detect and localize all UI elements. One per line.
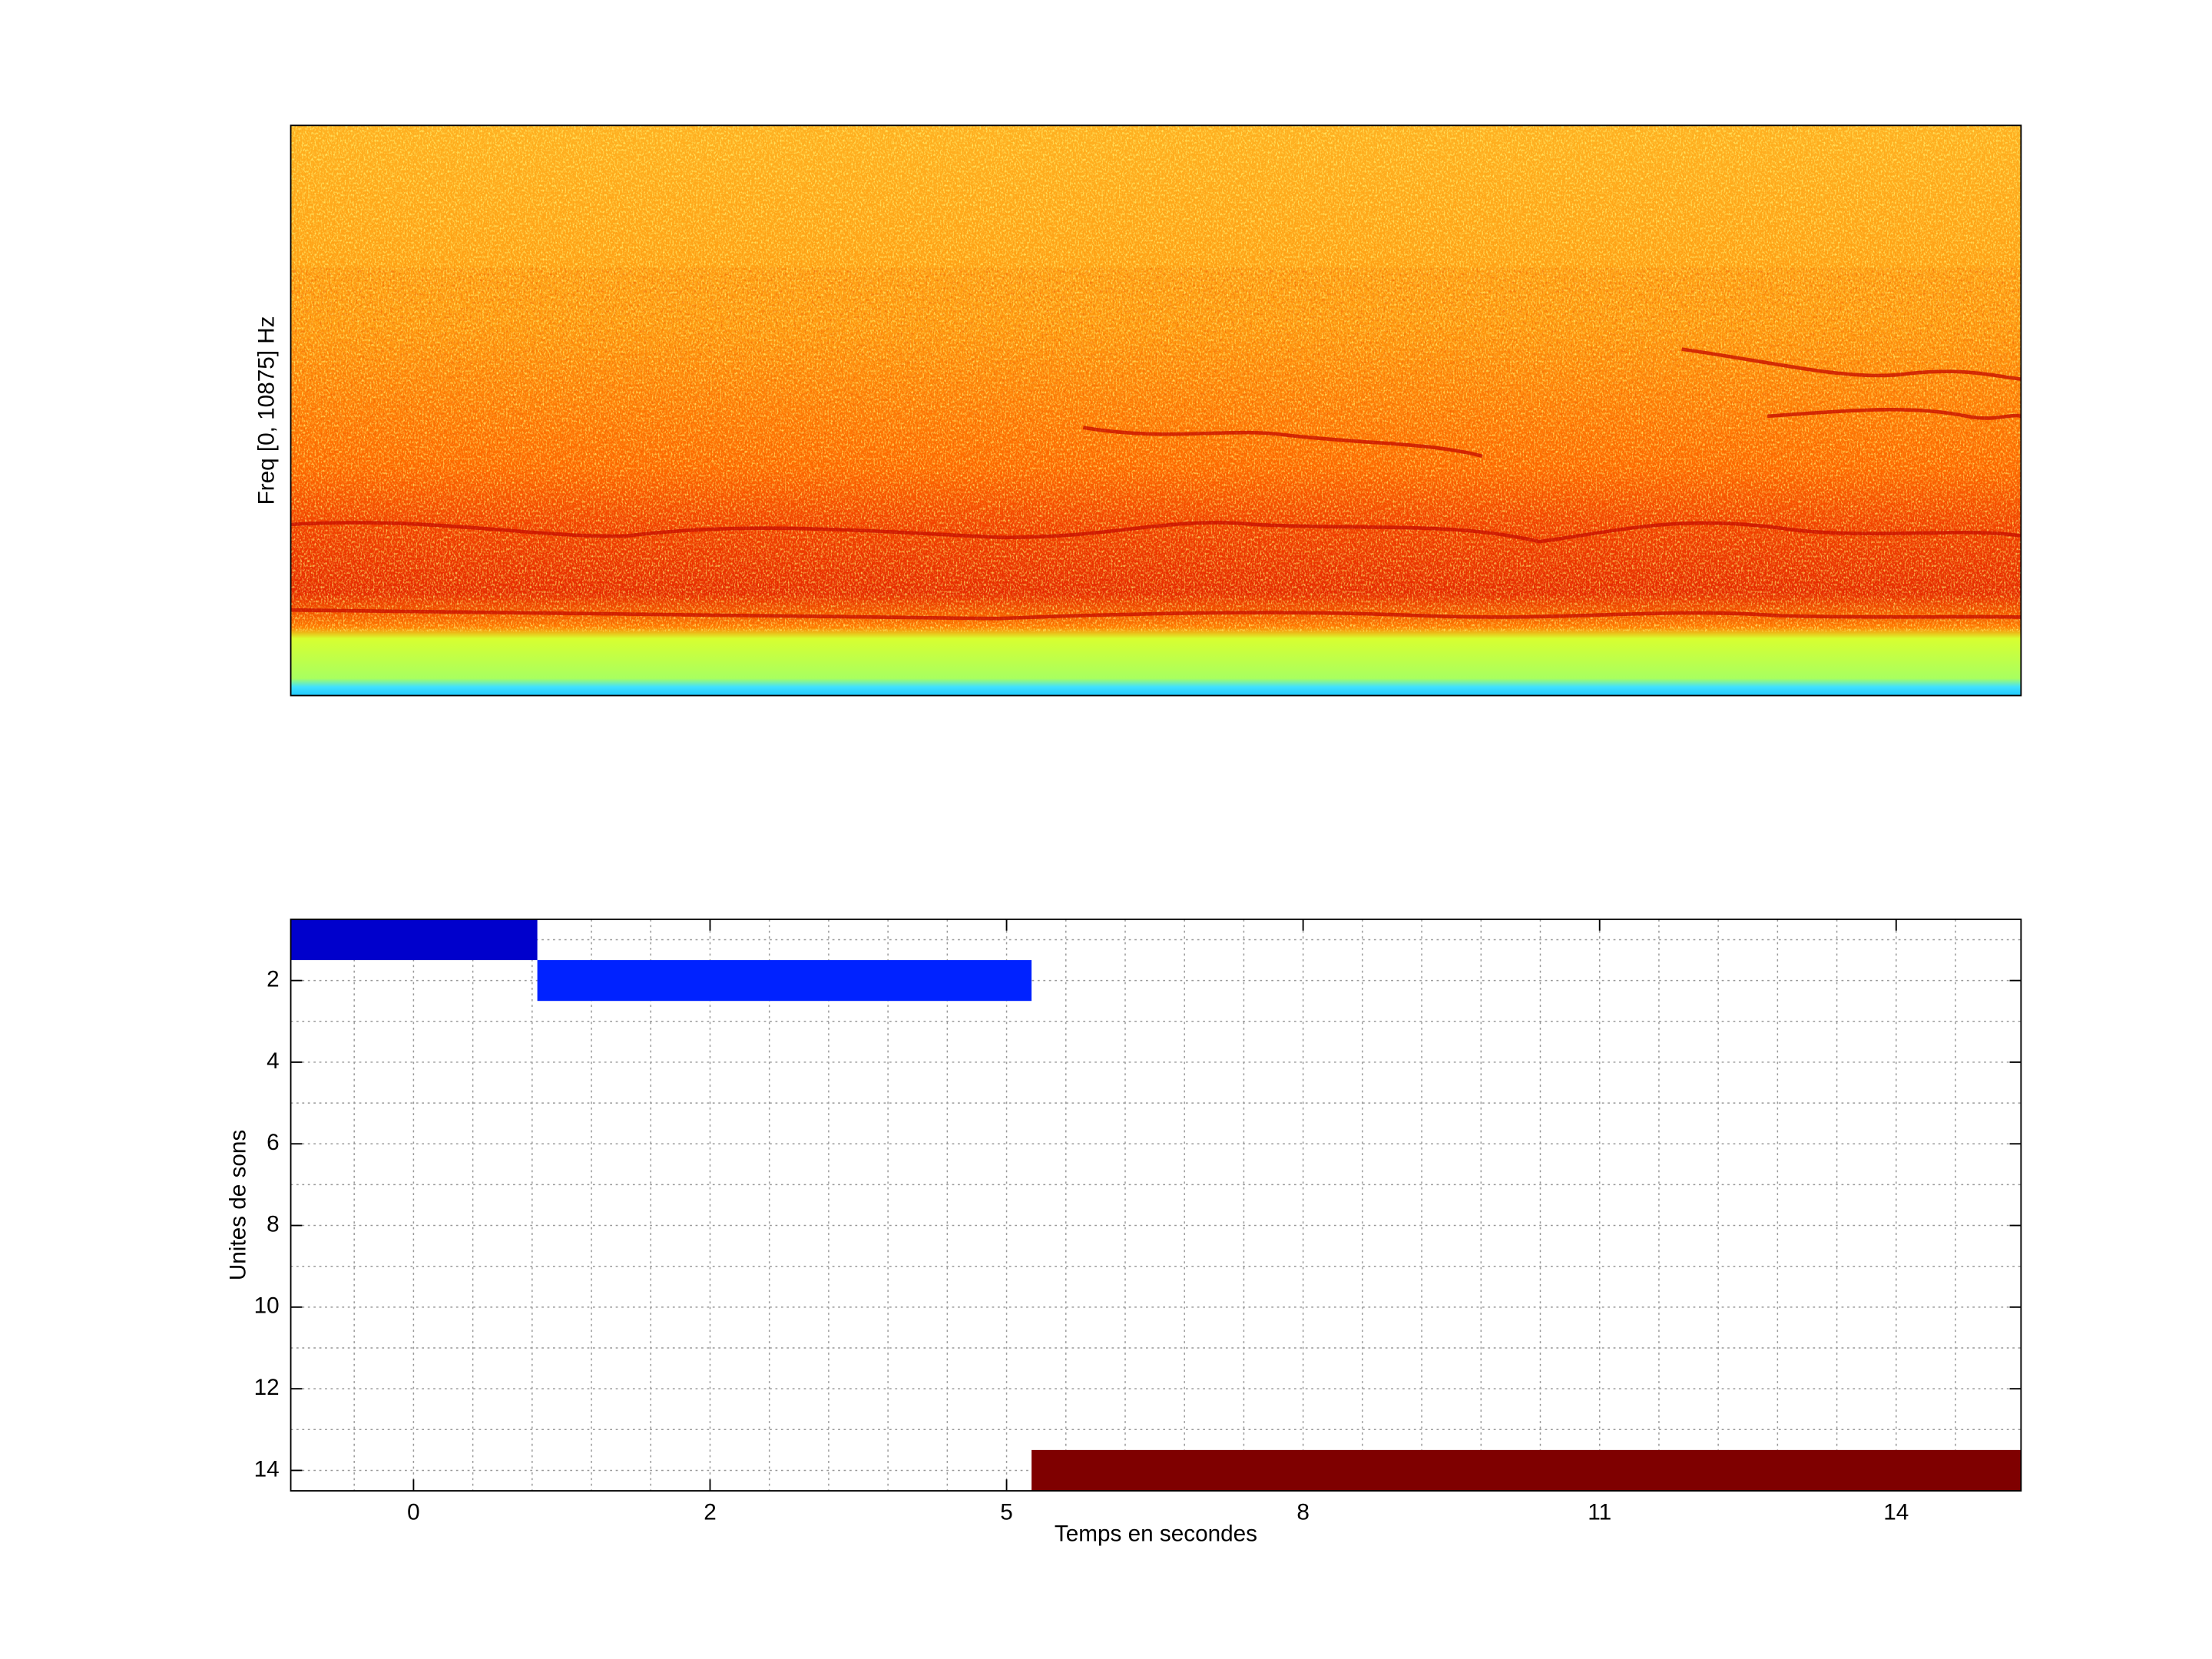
spectrogram-trace — [1082, 426, 1483, 459]
x-tick-label: 5 — [1000, 1500, 1013, 1525]
spectrogram-trace — [1681, 347, 2022, 381]
y-tick-label: 4 — [267, 1048, 280, 1074]
plot-frame — [290, 918, 2022, 1492]
spectrogram-trace — [1767, 407, 2022, 420]
y-tick-label: 8 — [267, 1211, 280, 1237]
y-tick-label: 2 — [267, 966, 280, 992]
y-tick-label: 14 — [254, 1456, 280, 1482]
plot-frame — [290, 124, 2022, 697]
x-axis-label: Temps en secondes — [1055, 1521, 1257, 1546]
y-tick-label: 6 — [267, 1130, 280, 1155]
spectrogram-noise-dark — [290, 267, 2022, 624]
y-tick-label: 12 — [254, 1375, 280, 1400]
spectrogram-axes: Freq [0, 10875] Hz — [254, 124, 2022, 697]
segment-bar — [290, 919, 538, 961]
x-tick-label: 2 — [704, 1500, 717, 1525]
x-tick-label: 8 — [1296, 1500, 1310, 1525]
spectrogram-trace — [290, 521, 2022, 544]
y-axis-label: Freq [0, 10875] Hz — [254, 316, 280, 505]
segment-bar — [537, 960, 1032, 1002]
x-tick-label: 11 — [1588, 1500, 1611, 1525]
plot-background — [290, 919, 2022, 1492]
x-tick-label: 0 — [407, 1500, 420, 1525]
x-tick-label: 14 — [1883, 1500, 1909, 1525]
segment-bar — [1031, 1449, 2022, 1492]
segments-axes: 0 2 5 8 11 14 2 4 6 8 10 12 14 Temps en secondes Unite… — [226, 918, 2022, 1546]
y-axis-label: Unites de sons — [226, 1130, 251, 1280]
spectrogram-trace — [290, 608, 2022, 621]
spectrogram-image — [290, 125, 2022, 696]
y-tick-label: 10 — [254, 1293, 280, 1319]
